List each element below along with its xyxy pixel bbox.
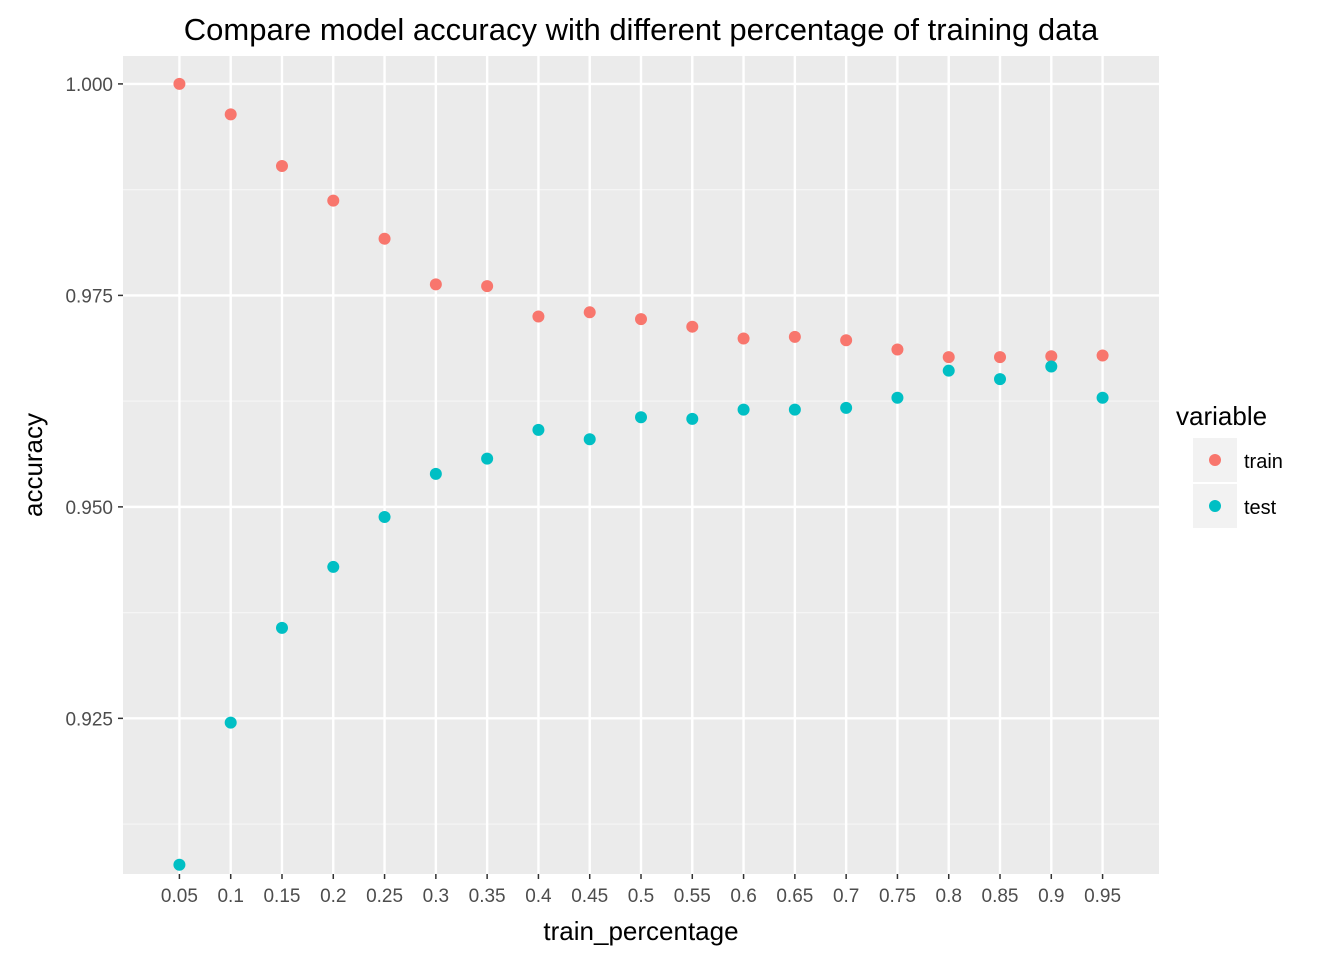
x-tick-label: 0.75 [879, 886, 916, 907]
y-tick-label: 0.925 [65, 709, 113, 730]
point-test [378, 511, 391, 524]
point-test [275, 621, 288, 634]
point-test [327, 560, 340, 573]
point-train [788, 330, 801, 343]
point-train [275, 159, 288, 172]
point-test [840, 401, 853, 414]
x-tick-label: 0.8 [936, 886, 962, 907]
legend-label-train: train [1244, 451, 1283, 473]
x-tick-label: 0.7 [833, 886, 859, 907]
point-train [994, 351, 1007, 364]
point-test [481, 452, 494, 465]
legend-marker-test [1209, 500, 1221, 512]
x-tick-label: 0.4 [525, 886, 552, 907]
x-tick-label: 0.9 [1038, 886, 1064, 907]
y-tick-label: 1.000 [65, 75, 113, 96]
x-tick-label: 0.3 [423, 886, 449, 907]
point-test [429, 467, 442, 480]
x-tick-label: 0.25 [366, 886, 403, 907]
x-tick-label: 0.55 [674, 886, 711, 907]
x-tick-label: 0.65 [776, 886, 813, 907]
x-tick-label: 0.85 [982, 886, 1019, 907]
point-test [635, 411, 647, 424]
point-test [532, 423, 545, 436]
legend-marker-train [1209, 454, 1221, 466]
point-train [378, 232, 391, 245]
point-test [994, 373, 1007, 386]
x-axis-title: train_percentage [543, 916, 738, 946]
point-test [1096, 391, 1109, 404]
point-train [737, 332, 750, 345]
legend-title: variable [1176, 401, 1267, 431]
point-train [532, 310, 545, 323]
point-test [891, 391, 904, 404]
x-tick-label: 0.15 [263, 886, 300, 907]
point-test [173, 858, 186, 871]
x-axis-ticks: 0.05 0.1 0.15 0.2 0.25 0.3 0.35 0.4 0.45 0.5 0.55 0… [161, 874, 1121, 907]
chart-title: Compare model accuracy with different pe… [184, 12, 1099, 47]
point-train [635, 313, 647, 326]
x-tick-label: 0.6 [730, 886, 756, 907]
point-test [1045, 360, 1058, 373]
y-tick-label: 0.975 [65, 286, 113, 307]
point-train [891, 343, 904, 356]
x-tick-label: 0.5 [628, 886, 654, 907]
point-test [686, 412, 699, 425]
point-train [173, 77, 186, 90]
x-tick-label: 0.05 [161, 886, 198, 907]
point-test [224, 716, 237, 729]
point-train [224, 108, 237, 121]
point-train [1096, 349, 1109, 362]
point-test [737, 403, 750, 416]
x-tick-label: 0.2 [320, 886, 346, 907]
point-train [840, 334, 853, 347]
x-tick-label: 0.35 [469, 886, 506, 907]
data-points [173, 77, 1109, 871]
major-gridlines [123, 56, 1159, 874]
point-train [686, 320, 699, 333]
x-tick-label: 0.1 [217, 886, 243, 907]
y-tick-label: 0.950 [65, 498, 113, 519]
y-axis-title: accuracy [18, 413, 48, 517]
point-train [1045, 350, 1058, 363]
point-test [788, 403, 801, 416]
x-tick-label: 0.45 [571, 886, 608, 907]
legend: variable train test [1176, 401, 1283, 528]
point-train [327, 194, 340, 207]
y-axis-ticks: 0.925 0.950 0.975 1.000 [65, 75, 123, 730]
point-train [583, 306, 596, 319]
point-test [583, 433, 596, 446]
x-tick-label: 0.95 [1084, 886, 1121, 907]
point-train [429, 278, 442, 291]
point-train [481, 280, 494, 293]
point-test [942, 364, 955, 377]
legend-label-test: test [1244, 497, 1277, 519]
point-train [942, 351, 955, 364]
